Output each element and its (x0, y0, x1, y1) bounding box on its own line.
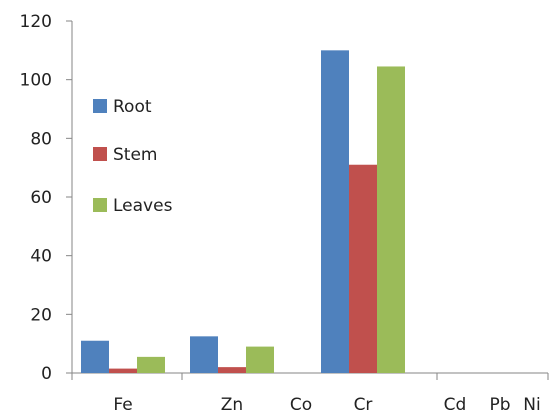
bar-root-cr (321, 50, 349, 373)
y-tick-label: 60 (30, 188, 52, 208)
bar-leaves-zn (246, 346, 274, 373)
legend-swatch-root (93, 99, 107, 113)
y-tick-label: 80 (30, 129, 52, 149)
x-tick-label: Co (290, 395, 312, 415)
y-tick-label: 0 (41, 364, 52, 384)
x-tick-label: Cd (444, 395, 467, 415)
y-tick-label: 40 (30, 247, 52, 267)
legend-label-leaves: Leaves (113, 196, 173, 216)
legend-swatch-stem (93, 147, 107, 161)
y-tick-labels: 0 20 40 60 80 100 120 (20, 12, 52, 384)
x-tick-label: Ni (523, 395, 540, 415)
y-tick-label: 120 (20, 12, 52, 32)
bar-leaves-fe (137, 356, 165, 373)
legend-label-stem: Stem (113, 145, 157, 165)
bar-stem-fe (109, 368, 137, 373)
bar-root-fe (81, 340, 109, 373)
bars (81, 50, 405, 373)
legend-label-root: Root (113, 97, 152, 117)
bar-stem-cr (349, 164, 377, 373)
legend: Root Stem Leaves (93, 97, 173, 216)
y-tick-label: 100 (20, 71, 52, 91)
y-tick-label: 20 (30, 305, 52, 325)
bar-stem-zn (218, 367, 246, 373)
legend-swatch-leaves (93, 198, 107, 212)
x-tick-label: Pb (489, 395, 510, 415)
bar-root-zn (190, 336, 218, 373)
x-tick-labels: Fe Zn Co Cr Cd Pb Ni (113, 395, 540, 415)
x-tick-label: Zn (221, 395, 243, 415)
x-tick-label: Cr (354, 395, 373, 415)
x-tick-label: Fe (113, 395, 132, 415)
bar-leaves-cr (377, 66, 405, 373)
